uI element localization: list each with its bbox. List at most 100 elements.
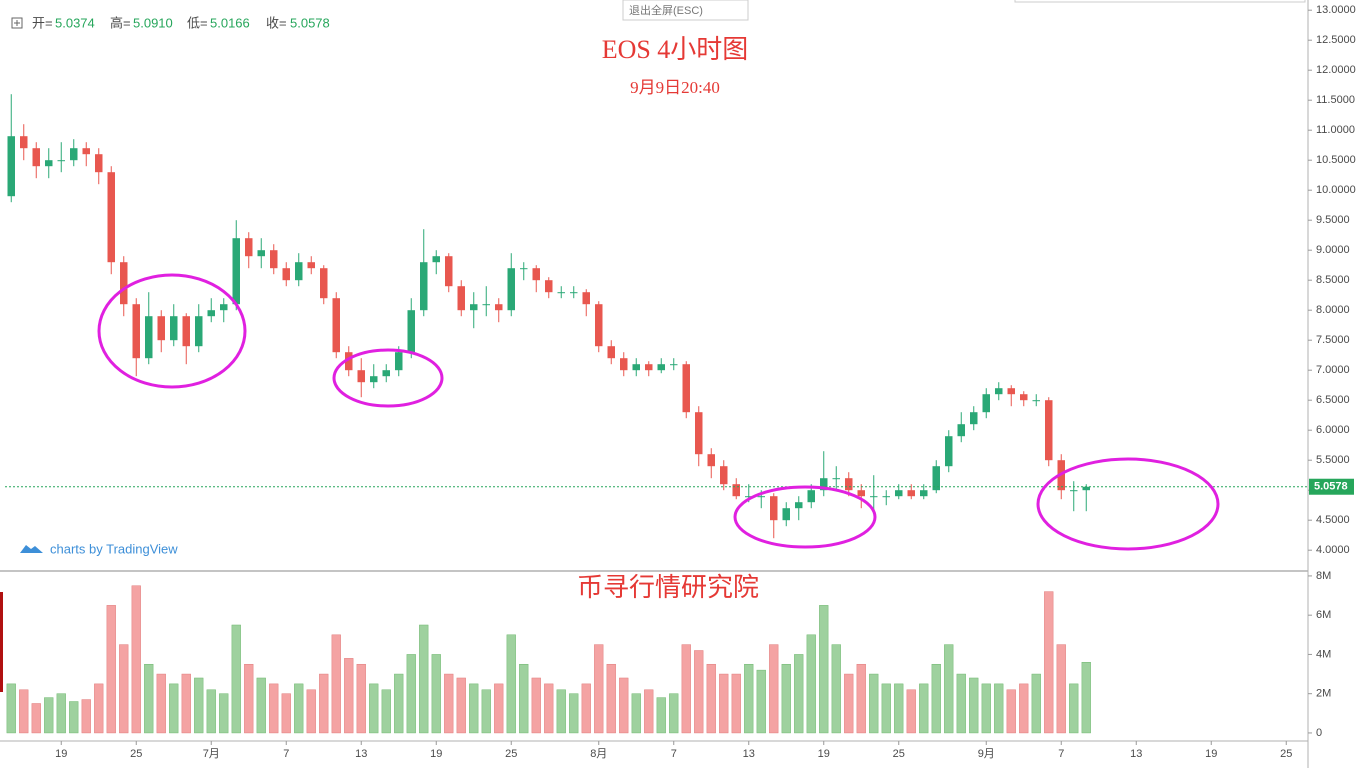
volume-bar bbox=[1044, 591, 1054, 734]
volume-bar bbox=[794, 654, 804, 734]
y-tick-label: 6.0000 bbox=[1316, 424, 1350, 436]
candle-body bbox=[720, 466, 728, 485]
candle-body bbox=[320, 268, 328, 299]
candle-body bbox=[457, 286, 465, 311]
candle-body bbox=[307, 262, 315, 269]
candle-body bbox=[232, 238, 240, 305]
volume-bar bbox=[644, 689, 654, 734]
x-tick-label: 19 bbox=[430, 748, 442, 760]
volume-bar bbox=[619, 677, 629, 734]
volume-bar bbox=[431, 654, 441, 734]
volume-bar bbox=[781, 663, 791, 734]
x-tick-label: 9月 bbox=[978, 748, 995, 760]
y-tick-label: 9.0000 bbox=[1316, 244, 1350, 256]
candle-body bbox=[595, 304, 603, 347]
y-tick-label: 11.0000 bbox=[1316, 124, 1355, 136]
volume-bar bbox=[406, 654, 416, 734]
candle-body bbox=[370, 376, 378, 383]
annotations bbox=[97, 273, 1220, 551]
y-tick-label: 4.0000 bbox=[1316, 544, 1350, 556]
candle-body bbox=[832, 478, 840, 480]
candle-body bbox=[7, 136, 15, 197]
x-tick-label: 25 bbox=[505, 748, 517, 760]
x-tick-label: 7 bbox=[1058, 748, 1064, 760]
y-tick-label: 8.0000 bbox=[1316, 304, 1350, 316]
y-tick-label: 7.0000 bbox=[1316, 364, 1350, 376]
highlight-circle bbox=[1036, 457, 1220, 551]
volume-bar bbox=[319, 673, 329, 734]
candle-body bbox=[120, 262, 128, 305]
candle-body bbox=[795, 502, 803, 509]
candle-body bbox=[357, 370, 365, 383]
panel-edge bbox=[1014, 0, 1306, 3]
candle-body bbox=[70, 148, 78, 161]
volume-bar bbox=[256, 677, 266, 734]
volume-bar bbox=[156, 673, 166, 734]
volume-bar bbox=[231, 624, 241, 734]
y-tick-label: 4M bbox=[1316, 648, 1331, 660]
header-value: 5.0166 bbox=[210, 15, 250, 30]
expand-icon[interactable] bbox=[11, 17, 23, 29]
volume-bar bbox=[244, 663, 254, 734]
volume-bar bbox=[844, 673, 854, 734]
y-tick-label: 6M bbox=[1316, 609, 1331, 621]
candle-body bbox=[132, 304, 140, 359]
candle-body bbox=[32, 148, 40, 167]
candle-body bbox=[707, 454, 715, 467]
candle-body bbox=[1020, 394, 1028, 401]
candle-body bbox=[670, 364, 678, 366]
volume-bar bbox=[756, 669, 766, 734]
y-tick-label: 2M bbox=[1316, 688, 1331, 700]
y-tick-label: 12.5000 bbox=[1316, 34, 1356, 46]
volume-bar bbox=[931, 663, 941, 734]
watermark[interactable]: charts by TradingView bbox=[50, 541, 178, 556]
candle-body bbox=[107, 172, 115, 263]
x-tick-label: 25 bbox=[130, 748, 142, 760]
volume-bar bbox=[169, 683, 179, 734]
header-label: 低= bbox=[187, 15, 208, 30]
y-tick-label: 12.0000 bbox=[1316, 64, 1356, 76]
volume-bar bbox=[519, 663, 529, 734]
volume-bar bbox=[919, 683, 929, 734]
candle-body bbox=[1032, 400, 1040, 402]
volume-bar bbox=[969, 677, 979, 734]
candle-body bbox=[545, 280, 553, 293]
candle-body bbox=[945, 436, 953, 467]
candle-body bbox=[382, 370, 390, 377]
volume-bar bbox=[719, 673, 729, 734]
volume-bar bbox=[44, 697, 54, 734]
exit-button[interactable] bbox=[622, 0, 749, 21]
volume-bar bbox=[119, 644, 129, 734]
volume-bar bbox=[694, 650, 704, 734]
candle-body bbox=[445, 256, 453, 287]
volume-bar bbox=[594, 644, 604, 734]
volume-bar bbox=[294, 683, 304, 734]
candle-body bbox=[420, 262, 428, 311]
candle-body bbox=[1007, 388, 1015, 395]
candle-body bbox=[520, 268, 528, 270]
volume-bar bbox=[481, 689, 491, 734]
candle-body bbox=[620, 358, 628, 371]
x-tick-label: 7月 bbox=[203, 748, 220, 760]
candle-body bbox=[970, 412, 978, 425]
x-tick-label: 19 bbox=[1205, 748, 1217, 760]
header-value: 5.0910 bbox=[133, 15, 173, 30]
candle-body bbox=[407, 310, 415, 353]
candle-body bbox=[95, 154, 103, 173]
volume-bar bbox=[531, 677, 541, 734]
candle-body bbox=[182, 316, 190, 347]
candle-body bbox=[770, 496, 778, 521]
candle-body bbox=[557, 292, 565, 294]
volume-bar bbox=[369, 683, 379, 734]
candle-body bbox=[582, 292, 590, 305]
candle-body bbox=[345, 352, 353, 371]
candle-body bbox=[157, 316, 165, 341]
volume-bar bbox=[181, 673, 191, 734]
candle-body bbox=[982, 394, 990, 413]
candle-body bbox=[395, 352, 403, 371]
y-tick-label: 5.5000 bbox=[1316, 454, 1350, 466]
candle-body bbox=[807, 490, 815, 503]
volume-bar bbox=[331, 634, 341, 734]
highlight-circle bbox=[332, 348, 444, 408]
